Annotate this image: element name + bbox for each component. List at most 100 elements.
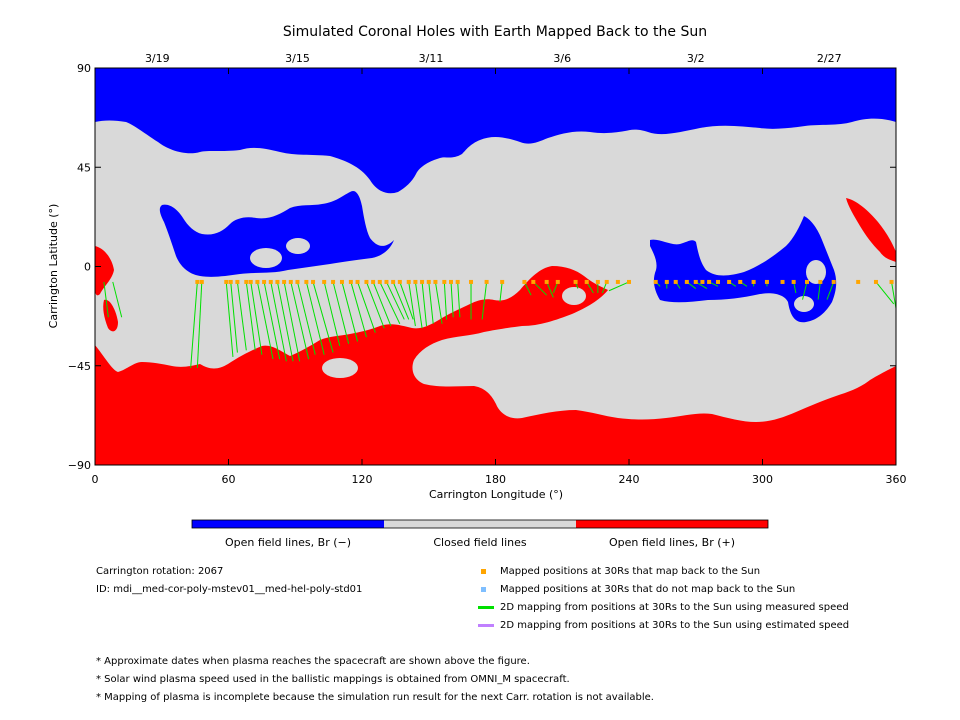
mapped-point: [371, 279, 376, 284]
mapped-point: [573, 279, 578, 284]
mapping-line: [112, 281, 123, 318]
mapped-point: [262, 279, 267, 284]
mapped-point: [275, 279, 280, 284]
x-axis-label: Carrington Longitude (°): [429, 488, 563, 501]
footnote-3: * Mapping of plasma is incomplete becaus…: [96, 692, 654, 703]
mapped-point: [764, 279, 769, 284]
mapped-point: [707, 279, 712, 284]
y-tick-label: 90: [77, 62, 91, 75]
axis-ticks: 0 60 120 180 240 300 360 90 45 0 −45 −90: [68, 62, 907, 486]
central-coronal-hole: [650, 216, 837, 323]
plot-area: [95, 68, 896, 465]
north-midlat-coronal-hole: [159, 190, 394, 277]
mapping-line: [399, 281, 414, 320]
mapped-point: [484, 279, 489, 284]
mapping-line: [546, 281, 554, 298]
mapped-point: [700, 279, 705, 284]
colorbar-segment: [192, 520, 384, 528]
mapping-line: [532, 281, 548, 296]
top-date-axis: 3/19 3/15 3/11 3/6 3/2 2/27: [145, 52, 842, 65]
y-tick-label: 0: [84, 261, 91, 274]
mapping-line: [481, 281, 488, 320]
date-tick-label: 3/19: [145, 52, 170, 65]
colorbar-label: Open field lines, Br (+): [609, 536, 735, 549]
mapping-line: [608, 281, 630, 292]
mapped-point: [384, 279, 389, 284]
footnote-1: * Approximate dates when plasma reaches …: [96, 656, 530, 667]
mapped-point: [348, 279, 353, 284]
carrington-rotation-text: Carrington rotation: 2067: [96, 566, 224, 577]
mapped-point: [889, 279, 894, 284]
chart-title: Simulated Coronal Holes with Earth Mappe…: [283, 24, 707, 40]
mapped-point: [522, 279, 527, 284]
mapping-line: [276, 281, 294, 362]
mapping-line: [372, 281, 392, 327]
mapped-point: [584, 279, 589, 284]
positive-patch-right: [846, 198, 896, 262]
y-tick-label: −45: [68, 360, 91, 373]
mapped-point: [684, 279, 689, 284]
mapped-point: [199, 279, 204, 284]
mapped-point: [311, 279, 316, 284]
mapped-point: [469, 279, 474, 284]
mapped-point: [780, 279, 785, 284]
mapped-point: [595, 279, 600, 284]
mapping-line: [270, 281, 287, 362]
x-tick-label: 60: [222, 473, 236, 486]
mapped-point: [455, 279, 460, 284]
mapped-point: [873, 279, 878, 284]
x-tick-label: 0: [92, 473, 99, 486]
mapped-point: [831, 279, 836, 284]
legend-item: 2D mapping from positions at 30Rs to the…: [478, 620, 849, 631]
mapping-line: [256, 281, 274, 360]
mapped-point: [856, 279, 861, 284]
mapped-point: [805, 279, 809, 284]
legend-label: 2D mapping from positions at 30Rs to the…: [500, 620, 850, 631]
mapped-point: [235, 279, 240, 284]
colorbar: Open field lines, Br (−) Closed field lin…: [191, 519, 769, 549]
mapping-line: [523, 281, 532, 296]
x-tick-label: 360: [886, 473, 907, 486]
mapping-line: [103, 281, 109, 318]
mapped-point: [331, 279, 336, 284]
mapped-point: [255, 279, 260, 284]
date-tick-label: 3/2: [687, 52, 705, 65]
mapping-line: [891, 281, 896, 309]
x-tick-label: 300: [752, 473, 773, 486]
mapped-point: [364, 279, 369, 284]
mapped-point: [615, 279, 620, 284]
mapped-point: [738, 279, 743, 284]
north-polar-coronal-hole: [95, 68, 896, 194]
x-tick-label: 240: [619, 473, 640, 486]
mapped-point: [727, 279, 732, 284]
mapped-point: [544, 279, 549, 284]
colorbar-label: Closed field lines: [433, 536, 527, 549]
mapped-point: [433, 279, 438, 284]
mapping-line: [357, 281, 376, 333]
mapped-point: [282, 279, 287, 284]
mapping-line: [332, 281, 350, 344]
legend-label: Mapped positions at 30Rs that do not map…: [500, 584, 796, 595]
mapped-point: [295, 279, 300, 284]
mapped-point: [818, 279, 823, 284]
legend-label: Mapped positions at 30Rs that map back t…: [500, 566, 761, 577]
mapped-point: [751, 279, 756, 284]
mapping-line: [443, 281, 448, 320]
mapped-point: [420, 279, 425, 284]
mapped-point: [288, 279, 293, 284]
mapping-line: [875, 281, 895, 305]
date-tick-label: 3/11: [419, 52, 444, 65]
mapped-point: [604, 279, 609, 284]
mapping-line: [499, 281, 503, 302]
legend-line-marker: [478, 623, 494, 627]
mapped-point: [653, 279, 658, 284]
mapping-line: [434, 281, 443, 324]
closed-island: [286, 238, 310, 254]
mapped-point: [716, 279, 720, 284]
colorbar-frame: [191, 519, 769, 529]
colorbar-label: Open field lines, Br (−): [225, 536, 351, 549]
mapping-line: [190, 281, 198, 368]
date-tick-label: 2/27: [817, 52, 842, 65]
mapping-line: [245, 281, 256, 351]
x-tick-label: 180: [485, 473, 506, 486]
